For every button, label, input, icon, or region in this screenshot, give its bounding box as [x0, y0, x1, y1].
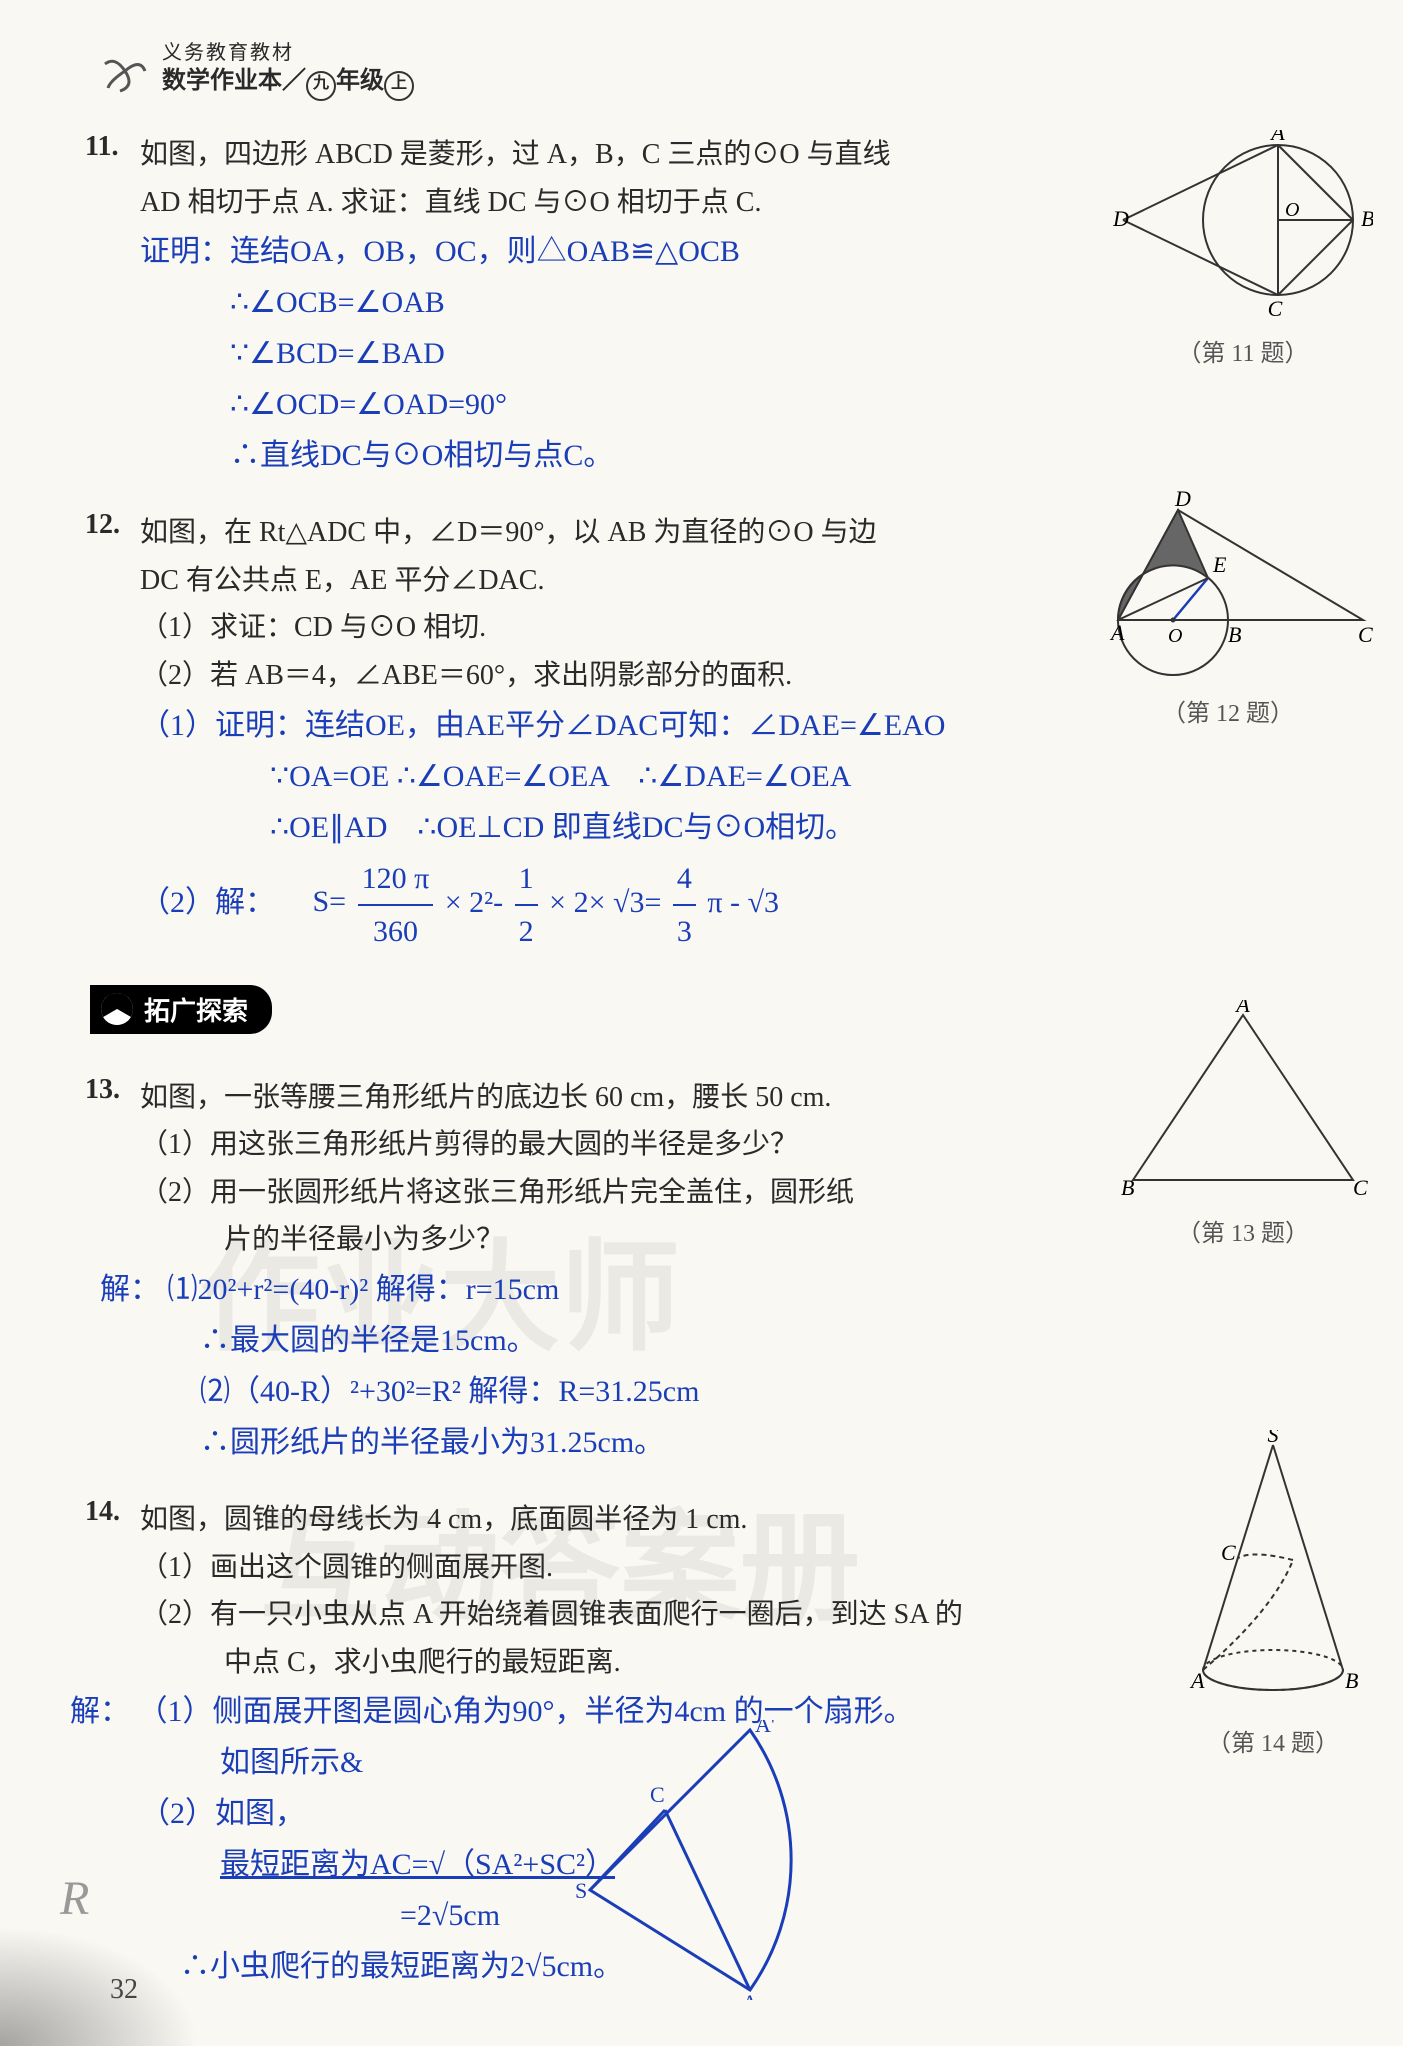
- ans-line: ∴OE∥AD ∴OE⊥CD 即直线DC与⊙O相切。: [270, 802, 1323, 853]
- fraction: 120 π360: [358, 853, 434, 957]
- scan-smudge: [0, 1926, 200, 2046]
- publisher-logo: R: [60, 1871, 89, 1926]
- section-tag: 拓广探索: [90, 985, 272, 1034]
- svg-text:S: S: [1268, 1430, 1279, 1447]
- ans-expr: × 2× √3=: [549, 885, 669, 918]
- ans-line: ∵OA=OE ∴∠OAE=∠OEA ∴∠DAE=∠OEA: [270, 751, 1323, 802]
- problem-number: 12.: [85, 509, 120, 541]
- svg-text:C: C: [650, 1782, 665, 1807]
- section-label: 拓广探索: [144, 991, 248, 1028]
- fraction: 43: [673, 853, 696, 957]
- svg-text:A': A': [755, 1720, 775, 1737]
- ans-label: 解：: [100, 1273, 160, 1306]
- ans-expr: S=: [313, 885, 347, 918]
- answer-12: （1）证明：连结OE，由AE平分∠DAC可知：∠DAE=∠EAO ∵OA=OE …: [140, 700, 1323, 957]
- problem-number: 11.: [85, 131, 118, 163]
- figure-14-sector: S A' A C: [550, 1720, 810, 2005]
- q-line: 如图，在 Rt△ADC 中，∠D＝90°，以 AB 为直径的⊙O 与边: [140, 509, 1323, 557]
- logo-icon: [100, 46, 150, 96]
- q-line: AD 相切于点 A. 求证：直线 DC 与⊙O 相切于点 C.: [140, 179, 1323, 227]
- fraction: 12: [515, 853, 538, 957]
- problem-text: 如图，圆锥的母线长为 4 cm，底面圆半径为 1 cm. （1）画出这个圆锥的侧…: [140, 1496, 1323, 1686]
- ans-line: ∴∠OCB=∠OAB: [230, 277, 1323, 328]
- ans-label: 解：: [70, 1695, 130, 1728]
- ans-line: ∵∠BCD=∠BAD: [230, 328, 1323, 379]
- q-sub: （1）求证：CD 与⊙O 相切.: [140, 604, 1323, 652]
- svg-text:B: B: [1361, 206, 1373, 231]
- section-icon: [100, 992, 134, 1026]
- ans-label: （2）解：: [140, 885, 275, 918]
- q-sub: （2）有一只小虫从点 A 开始绕着圆锥表面爬行一圈后，到达 SA 的: [140, 1591, 1323, 1639]
- svg-text:A: A: [742, 1990, 758, 2000]
- header-text: 义务教育教材 数学作业本／九年级上: [162, 40, 414, 101]
- problem-number: 13.: [85, 1074, 120, 1106]
- svg-text:C: C: [1353, 1175, 1368, 1200]
- problem-12: 12. 如图，在 Rt△ADC 中，∠D＝90°，以 AB 为直径的⊙O 与边 …: [140, 509, 1323, 956]
- book-title: 数学作业本／: [162, 68, 306, 94]
- q-sub: 片的半径最小为多少？: [140, 1216, 1323, 1264]
- page: 作业大师 互动答案册 义务教育教材 数学作业本／九年级上: [0, 0, 1403, 2046]
- ans-expr: × 2²-: [445, 885, 511, 918]
- q-line: 如图，圆锥的母线长为 4 cm，底面圆半径为 1 cm.: [140, 1496, 1323, 1544]
- answer-11: 证明：连结OA，OB，OC，则△OAB≌△OCB ∴∠OCB=∠OAB ∵∠BC…: [140, 226, 1323, 481]
- page-header: 义务教育教材 数学作业本／九年级上: [100, 40, 1323, 101]
- ans-line: 证明：连结OA，OB，OC，则△OAB≌△OCB: [140, 226, 1323, 277]
- ans-line: ⑵（40-R）²+30²=R² 解得：R=31.25cm: [200, 1366, 1323, 1417]
- ans-line: ∴∠OCD=∠OAD=90°: [230, 379, 1323, 430]
- vol-badge: 上: [384, 71, 414, 101]
- problem-13: 13. 如图，一张等腰三角形纸片的底边长 60 cm，腰长 50 cm. （1）…: [140, 1074, 1323, 1468]
- q-sub: （1）画出这个圆锥的侧面展开图.: [140, 1544, 1323, 1592]
- header-line1: 义务教育教材: [162, 40, 414, 66]
- ans-line: ∴最大圆的半径是15cm。: [200, 1315, 1323, 1366]
- problem-text: 如图，一张等腰三角形纸片的底边长 60 cm，腰长 50 cm. （1）用这张三…: [140, 1074, 1323, 1264]
- q-line: 如图，四边形 ABCD 是菱形，过 A，B，C 三点的⊙O 与直线: [140, 131, 1323, 179]
- ans-line: （2）解： S= 120 π360 × 2²- 12 × 2× √3= 43 π…: [140, 853, 1323, 957]
- ans-expr: π - √3: [707, 885, 779, 918]
- q-sub: 中点 C，求小虫爬行的最短距离.: [140, 1639, 1323, 1687]
- q-sub: （1）用这张三角形纸片剪得的最大圆的半径是多少？: [140, 1121, 1323, 1169]
- q-line: 如图，一张等腰三角形纸片的底边长 60 cm，腰长 50 cm.: [140, 1074, 1323, 1122]
- q-sub: （2）用一张圆形纸片将这张三角形纸片完全盖住，圆形纸: [140, 1169, 1323, 1217]
- svg-text:A: A: [1234, 1000, 1250, 1017]
- problem-text: 如图，四边形 ABCD 是菱形，过 A，B，C 三点的⊙O 与直线 AD 相切于…: [140, 131, 1323, 226]
- ans-line: ∴直线DC与⊙O相切与点C。: [230, 430, 1323, 481]
- svg-text:B: B: [1345, 1668, 1358, 1693]
- svg-text:C: C: [1358, 622, 1373, 647]
- q-line: DC 有公共点 E，AE 平分∠DAC.: [140, 557, 1323, 605]
- grade-text: 年级: [336, 68, 384, 94]
- svg-text:S: S: [575, 1878, 587, 1903]
- ans-line: （1）证明：连结OE，由AE平分∠DAC可知：∠DAE=∠EAO: [140, 700, 1323, 751]
- problem-number: 14.: [85, 1496, 120, 1528]
- ans-line: ⑴20²+r²=(40-r)² 解得：r=15cm: [168, 1273, 560, 1306]
- answer-13: 解： ⑴20²+r²=(40-r)² 解得：r=15cm ∴最大圆的半径是15c…: [100, 1264, 1323, 1468]
- q-sub: （2）若 AB＝4，∠ABE＝60°，求出阴影部分的面积.: [140, 652, 1323, 700]
- problem-text: 如图，在 Rt△ADC 中，∠D＝90°，以 AB 为直径的⊙O 与边 DC 有…: [140, 509, 1323, 699]
- problem-11: 11. 如图，四边形 ABCD 是菱形，过 A，B，C 三点的⊙O 与直线 AD…: [140, 131, 1323, 481]
- ans-line: ∴圆形纸片的半径最小为31.25cm。: [200, 1417, 1323, 1468]
- grade-badge: 九: [306, 71, 336, 101]
- svg-text:D: D: [1174, 490, 1191, 511]
- header-line2: 数学作业本／九年级上: [162, 66, 414, 101]
